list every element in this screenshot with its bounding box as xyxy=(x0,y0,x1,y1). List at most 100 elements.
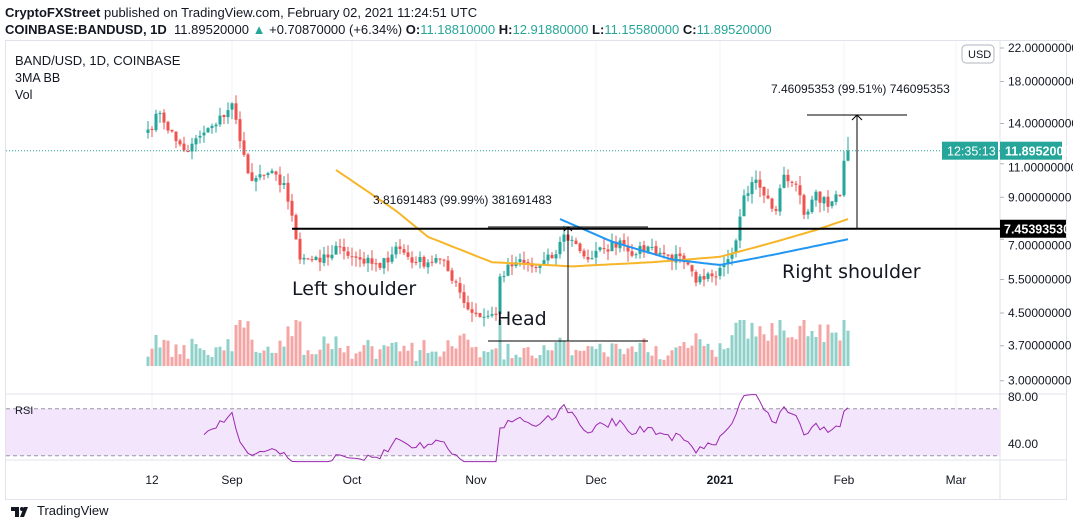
candle-body xyxy=(594,250,598,258)
volume-bar xyxy=(298,321,302,366)
candle-body xyxy=(286,182,290,202)
candle-body xyxy=(266,173,270,176)
candle-body xyxy=(662,252,666,255)
volume-bar xyxy=(682,342,686,366)
ma-slow-line xyxy=(335,169,849,268)
volume-bar xyxy=(714,356,718,366)
target-measure-label: 7.46095353 (99.51%) 746095353 xyxy=(771,82,950,96)
volume-bar xyxy=(698,339,702,366)
candle-body xyxy=(202,132,206,136)
candle-body xyxy=(746,193,750,196)
candle-body xyxy=(362,258,366,264)
currency-button[interactable] xyxy=(961,44,995,64)
candle-body xyxy=(150,128,154,131)
candle-body xyxy=(382,258,386,269)
volume-bar xyxy=(390,342,394,366)
volume-bar xyxy=(190,338,194,366)
candle-body xyxy=(658,252,662,255)
candle-body xyxy=(842,160,846,196)
h-label: H: xyxy=(498,22,513,37)
tradingview-logo-icon xyxy=(11,506,28,517)
price-tick-label: 5.50000000 xyxy=(1008,273,1072,287)
candle-body xyxy=(234,103,238,120)
volume-bar xyxy=(578,350,582,366)
candle-body xyxy=(538,265,542,268)
volume-bar xyxy=(450,346,454,366)
candle-body xyxy=(714,276,718,278)
candle-body xyxy=(782,174,786,188)
candle-body xyxy=(378,262,382,268)
volume-bar xyxy=(754,336,758,366)
candle-body xyxy=(546,254,550,261)
volume-bar xyxy=(398,351,402,366)
candle-body xyxy=(710,273,714,277)
volume-bar xyxy=(662,359,666,366)
candle-body xyxy=(222,114,226,118)
currency-label: USD xyxy=(968,49,991,61)
candle-body xyxy=(718,267,722,276)
volume-bar xyxy=(238,320,242,366)
volume-bar xyxy=(222,350,226,366)
volume-bar xyxy=(394,342,398,366)
time-tick-label: Feb xyxy=(834,473,855,487)
candle-body xyxy=(246,154,250,174)
candle-body xyxy=(322,254,326,263)
volume-bar xyxy=(334,336,338,366)
candle-body xyxy=(442,259,446,261)
volume-bar xyxy=(710,349,714,366)
candle-body xyxy=(606,249,610,252)
volume-bar xyxy=(258,352,262,366)
volume-bar xyxy=(290,336,294,366)
candle-body xyxy=(278,174,282,186)
volume-bar xyxy=(246,321,250,366)
candle-body xyxy=(426,262,430,268)
volume-bar xyxy=(678,346,682,366)
volume-bar xyxy=(838,340,842,366)
candle-body xyxy=(582,250,586,257)
candle-body xyxy=(834,194,838,202)
candle-body xyxy=(574,240,578,245)
candle-body xyxy=(218,115,222,125)
candle-body xyxy=(774,208,778,211)
published-text: published on TradingView.com, February 0… xyxy=(103,5,478,20)
candle-body xyxy=(630,251,634,256)
candle-body xyxy=(454,281,458,283)
candle-body xyxy=(258,174,262,178)
ohlc-bar: COINBASE:BANDUSD, 1D 11.89520000 ▲ +0.70… xyxy=(5,22,772,37)
candle-body xyxy=(262,174,266,176)
volume-bar xyxy=(794,339,798,366)
volume-bar xyxy=(470,347,474,366)
candle-body xyxy=(686,262,690,265)
volume-bar xyxy=(654,346,658,366)
tradingview-logo[interactable]: TradingView xyxy=(10,503,109,518)
candle-body xyxy=(590,258,594,260)
candle-body xyxy=(762,186,766,196)
candle-body xyxy=(338,246,342,248)
volume-bar xyxy=(582,350,586,366)
candle-body xyxy=(458,283,462,293)
candle-body xyxy=(194,138,198,145)
candle-body xyxy=(170,129,174,132)
candle-body xyxy=(154,113,158,131)
volume-bar xyxy=(262,350,266,366)
volume-bar xyxy=(558,337,562,366)
legend-rsi[interactable]: RSI xyxy=(15,405,34,417)
candle-body xyxy=(206,128,210,133)
candle-body xyxy=(830,201,834,207)
volume-bar xyxy=(438,356,442,366)
volume-bar xyxy=(506,343,510,366)
volume-bar xyxy=(738,320,742,366)
volume-bar xyxy=(378,349,382,366)
legend-indicator-bb[interactable]: 3MA BB xyxy=(15,71,61,85)
candle-body xyxy=(670,254,674,262)
candle-body xyxy=(802,195,806,215)
up-triangle-icon: ▲ xyxy=(252,22,266,37)
candle-body xyxy=(434,258,438,263)
legend-indicator-vol[interactable]: Vol xyxy=(15,88,33,102)
volume-bar xyxy=(382,345,386,366)
rsi-tick-label: 40.00 xyxy=(1008,437,1038,451)
volume-bar xyxy=(330,349,334,366)
volume-bar xyxy=(234,324,238,366)
candle-body xyxy=(498,276,502,315)
